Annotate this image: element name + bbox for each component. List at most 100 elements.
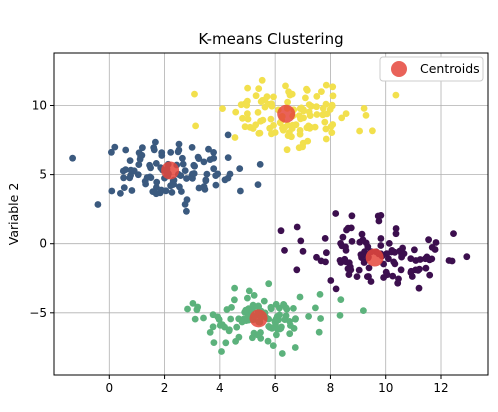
data-point bbox=[190, 170, 198, 177]
data-point bbox=[250, 302, 257, 310]
data-point bbox=[348, 238, 356, 245]
data-point bbox=[407, 255, 415, 262]
data-point bbox=[304, 137, 312, 145]
data-point bbox=[210, 154, 218, 162]
data-point bbox=[175, 140, 183, 148]
data-point bbox=[126, 157, 134, 165]
data-point bbox=[267, 303, 275, 311]
data-point bbox=[226, 170, 234, 178]
data-point bbox=[191, 90, 198, 98]
data-point bbox=[318, 88, 325, 95]
data-point bbox=[200, 158, 208, 166]
data-point bbox=[120, 174, 127, 182]
data-point bbox=[192, 122, 200, 130]
data-point bbox=[219, 105, 226, 112]
data-point bbox=[360, 307, 367, 314]
data-point bbox=[175, 146, 183, 154]
data-point bbox=[170, 180, 178, 188]
data-point bbox=[282, 82, 289, 90]
data-point bbox=[355, 266, 363, 274]
data-point bbox=[313, 111, 321, 118]
data-point bbox=[239, 114, 246, 122]
data-point bbox=[209, 323, 217, 331]
data-point bbox=[342, 247, 350, 254]
x-tick-label: 8 bbox=[327, 381, 335, 395]
data-point bbox=[212, 181, 220, 189]
data-point bbox=[271, 129, 279, 136]
data-point bbox=[244, 110, 251, 118]
data-point bbox=[322, 81, 330, 89]
data-point bbox=[390, 258, 398, 266]
data-point bbox=[265, 280, 273, 288]
data-point bbox=[377, 242, 385, 249]
data-point bbox=[337, 240, 344, 247]
data-point bbox=[191, 315, 199, 323]
data-point bbox=[344, 265, 352, 273]
data-point bbox=[179, 160, 187, 168]
data-point bbox=[265, 323, 273, 330]
data-point bbox=[392, 225, 400, 232]
data-point bbox=[254, 302, 262, 310]
data-point bbox=[150, 146, 158, 154]
data-point bbox=[463, 253, 471, 261]
data-point bbox=[337, 296, 345, 303]
data-point bbox=[278, 350, 286, 357]
data-point bbox=[225, 327, 233, 335]
data-point bbox=[108, 187, 116, 195]
data-point bbox=[167, 149, 175, 156]
data-point bbox=[329, 92, 337, 100]
data-point bbox=[135, 161, 143, 169]
centroid-marker bbox=[277, 104, 296, 123]
data-point bbox=[365, 264, 373, 272]
centroid-marker bbox=[249, 309, 268, 328]
data-point bbox=[120, 184, 128, 192]
x-tick-label: 2 bbox=[161, 381, 169, 395]
data-point bbox=[311, 123, 319, 131]
data-point bbox=[283, 146, 291, 154]
data-point bbox=[143, 174, 151, 181]
data-point bbox=[152, 138, 159, 146]
legend: Centroids bbox=[379, 56, 484, 82]
data-point bbox=[267, 115, 275, 123]
data-point bbox=[428, 244, 436, 251]
data-point bbox=[336, 312, 344, 319]
data-point bbox=[316, 291, 324, 298]
data-point bbox=[323, 249, 330, 257]
data-point bbox=[362, 112, 370, 119]
data-point bbox=[203, 170, 211, 178]
data-point bbox=[348, 212, 356, 220]
data-point bbox=[296, 105, 304, 112]
data-point bbox=[292, 315, 299, 322]
data-point bbox=[252, 92, 260, 100]
data-point bbox=[206, 329, 214, 336]
data-point bbox=[158, 149, 166, 157]
data-point bbox=[218, 348, 225, 355]
data-point bbox=[338, 114, 346, 122]
data-point bbox=[236, 165, 244, 173]
data-point bbox=[249, 125, 257, 132]
legend-box bbox=[379, 56, 484, 82]
data-point bbox=[193, 306, 201, 314]
data-point bbox=[231, 134, 239, 141]
data-point bbox=[295, 144, 303, 152]
data-point bbox=[339, 233, 347, 241]
y-tick-label: −5 bbox=[29, 306, 47, 320]
data-point bbox=[395, 275, 402, 283]
data-point bbox=[360, 105, 368, 112]
data-point bbox=[244, 84, 252, 92]
axis-ticks: 0 2 4 6 8 10 12 −5 0 5 10 bbox=[29, 99, 448, 395]
data-point bbox=[272, 300, 280, 308]
data-point bbox=[232, 108, 240, 116]
data-point bbox=[425, 236, 432, 244]
data-point bbox=[183, 175, 190, 182]
data-point bbox=[336, 257, 344, 264]
data-point bbox=[210, 165, 218, 173]
data-point bbox=[312, 304, 319, 312]
data-point bbox=[367, 278, 375, 285]
data-point bbox=[266, 124, 274, 132]
data-point bbox=[153, 178, 161, 186]
data-point bbox=[210, 149, 218, 156]
data-point bbox=[281, 123, 289, 131]
data-point bbox=[319, 105, 327, 112]
plot-area-frame bbox=[53, 52, 489, 376]
